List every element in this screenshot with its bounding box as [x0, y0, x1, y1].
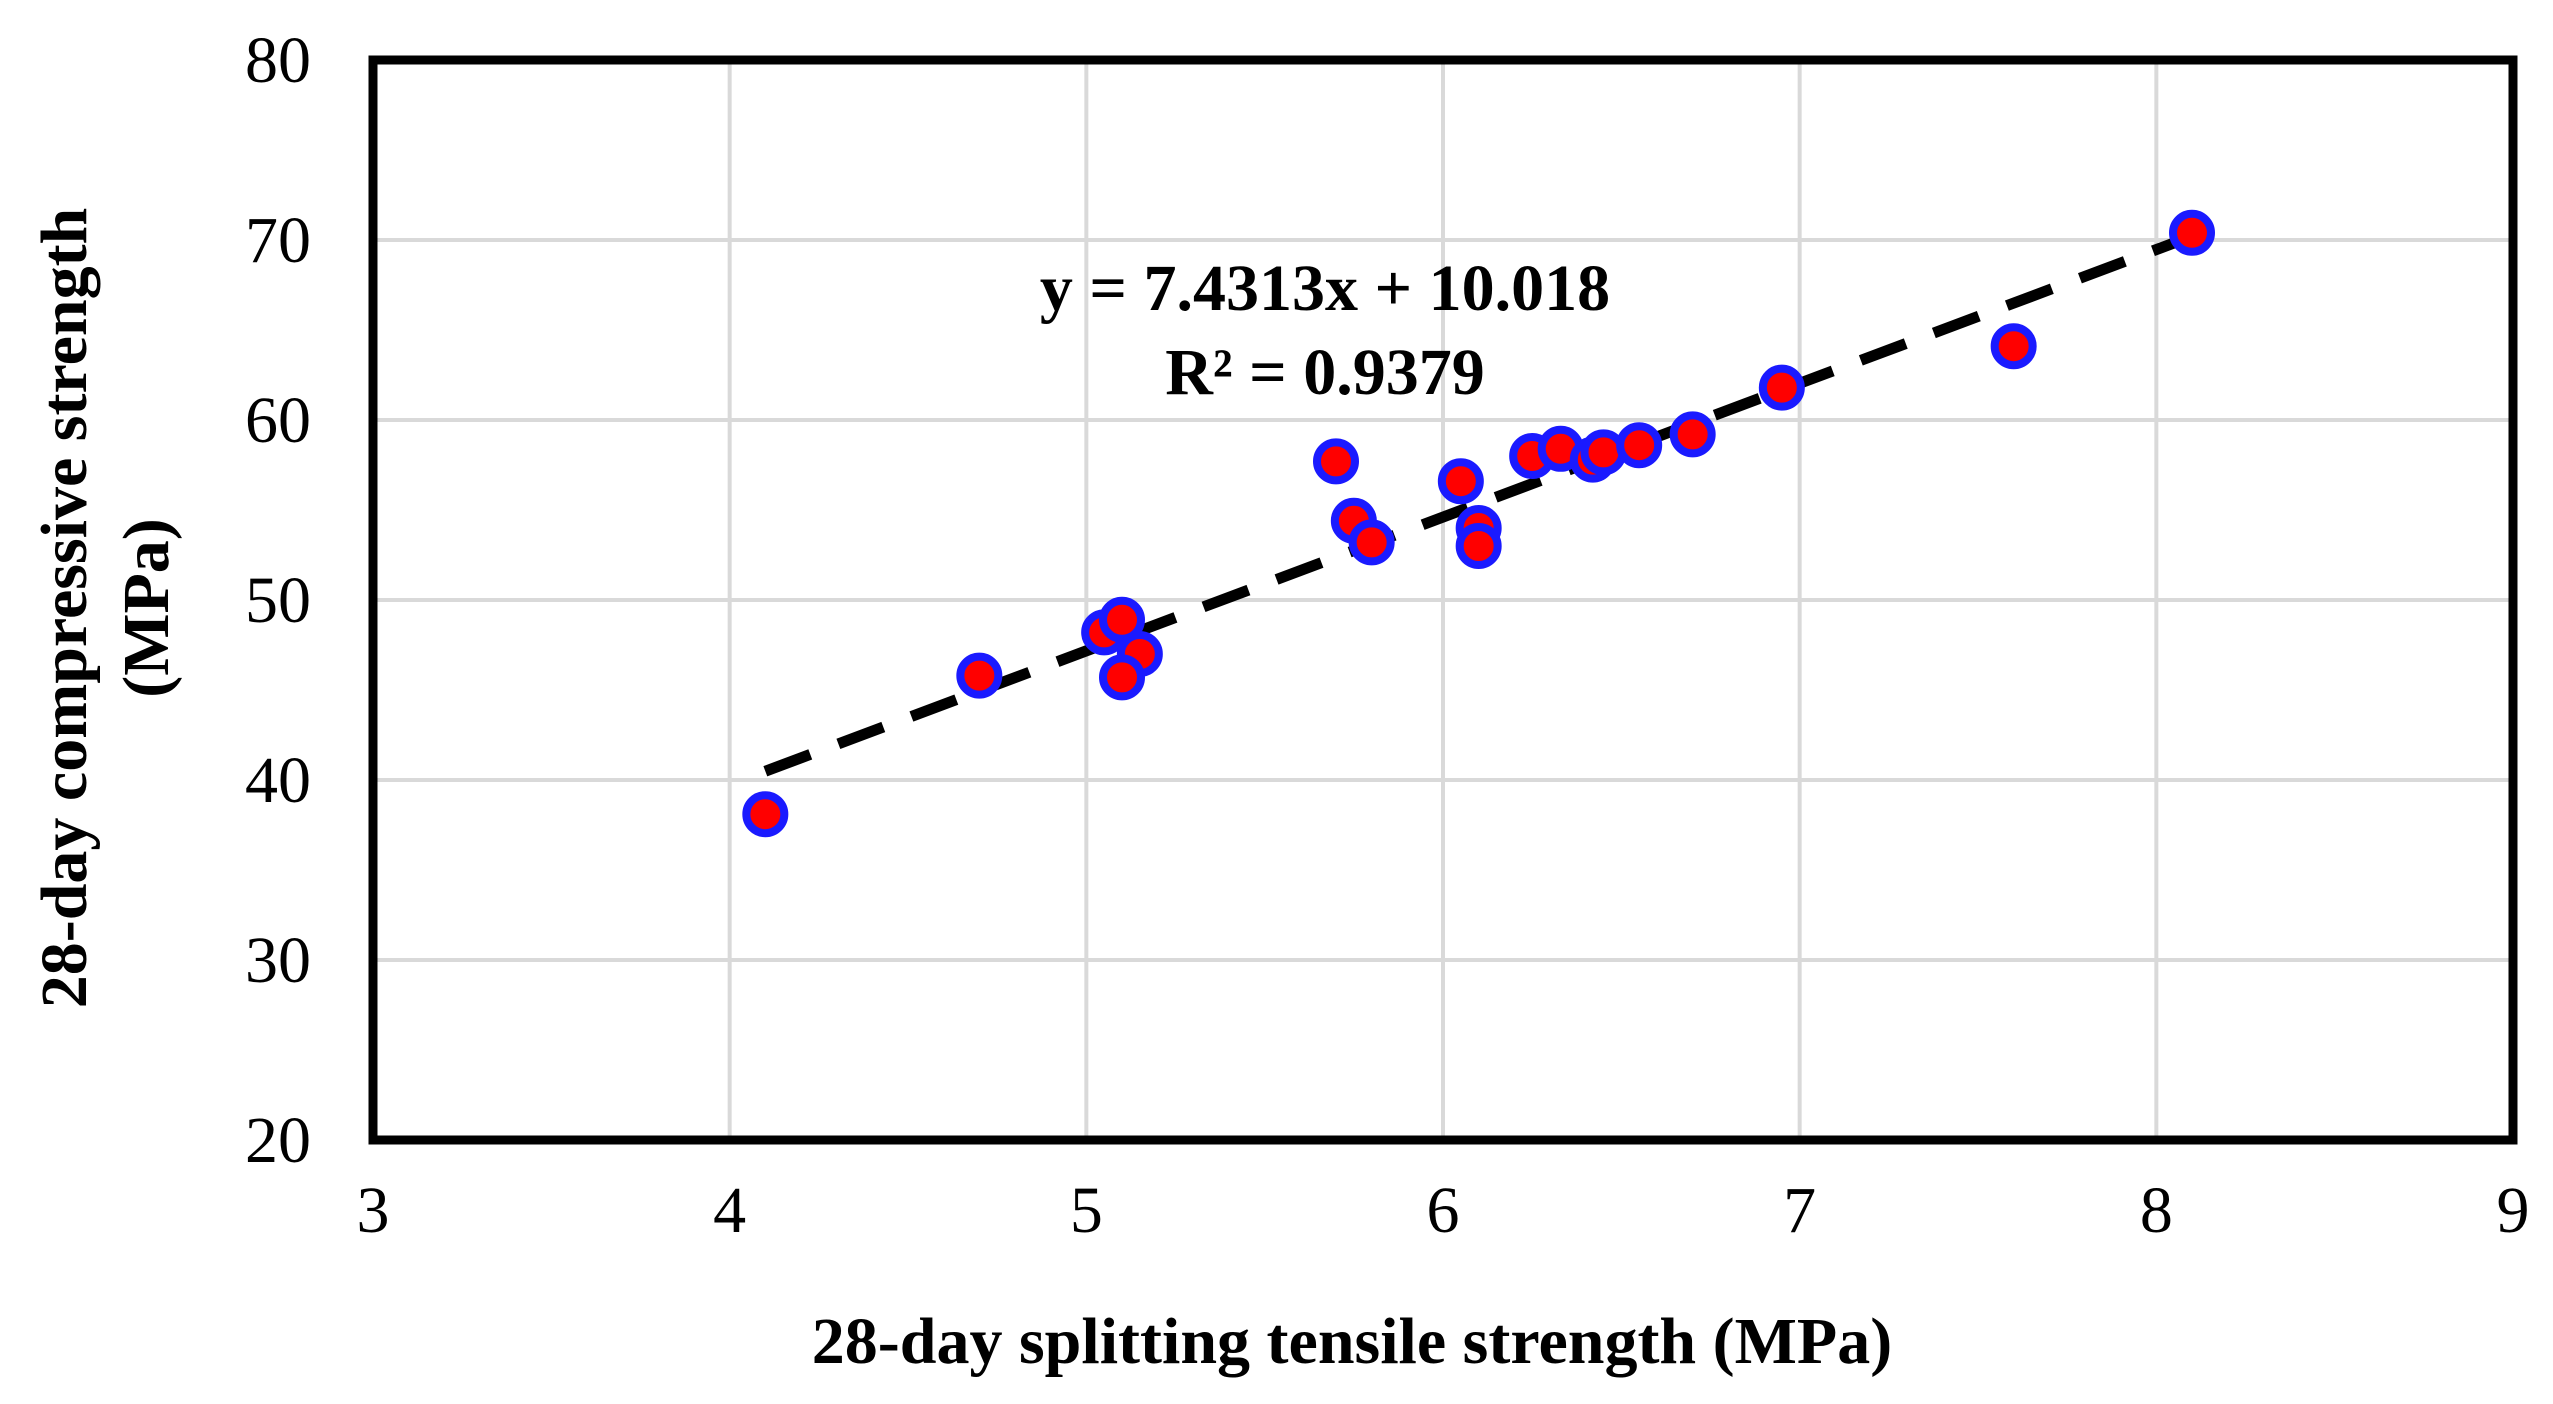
trendline-r-squared: R² = 0.9379 — [1165, 336, 1485, 409]
data-point-15 — [1580, 429, 1627, 476]
x-tick-label-6: 9 — [2497, 1174, 2530, 1247]
y-axis-title-line1: 28-day compressive strength — [28, 208, 101, 1009]
data-point-16 — [1616, 422, 1663, 469]
y-tick-label-5: 70 — [245, 204, 311, 277]
data-point-3 — [1099, 596, 1145, 643]
data-point-8 — [1348, 519, 1395, 566]
y-tick-label-6: 80 — [245, 24, 311, 97]
y-axis-title: 28-day compressive strength (MPa) — [28, 208, 183, 1009]
y-tick-label-2: 40 — [245, 744, 311, 817]
data-point-11 — [1455, 523, 1502, 569]
x-tick-label-5: 8 — [2140, 1174, 2173, 1247]
x-tick-label-4: 7 — [1783, 1174, 1816, 1247]
data-point-5 — [1099, 654, 1145, 701]
trendline-equation: y = 7.4313x + 10.018 — [1040, 252, 1610, 325]
data-point-20 — [2169, 209, 2215, 256]
x-tick-labels: 3 4 5 6 7 8 9 — [357, 1174, 2530, 1247]
data-point-19 — [1990, 323, 2037, 370]
x-tick-label-1: 4 — [713, 1174, 746, 1247]
data-point-18 — [1758, 364, 1805, 411]
data-point-9 — [1437, 458, 1484, 505]
x-tick-label-0: 3 — [357, 1174, 390, 1247]
plot-frame — [368, 55, 2518, 1145]
y-tick-labels: 20 30 40 50 60 70 80 — [245, 24, 311, 1177]
x-tick-label-3: 6 — [1427, 1174, 1460, 1247]
trendline — [763, 231, 2194, 777]
data-point-1 — [956, 652, 1003, 699]
y-axis-title-line2: (MPa) — [110, 518, 183, 698]
data-point-0 — [742, 791, 789, 838]
y-tick-label-4: 60 — [245, 384, 311, 457]
x-tick-label-2: 5 — [1070, 1174, 1103, 1247]
x-axis-title: 28-day splitting tensile strength (MPa) — [812, 1305, 1892, 1378]
data-points — [742, 209, 2215, 838]
data-point-6 — [1313, 438, 1359, 485]
y-tick-label-0: 20 — [245, 1104, 311, 1177]
y-tick-label-3: 50 — [245, 564, 311, 637]
y-tick-label-1: 30 — [245, 924, 311, 997]
data-point-17 — [1669, 411, 1716, 458]
